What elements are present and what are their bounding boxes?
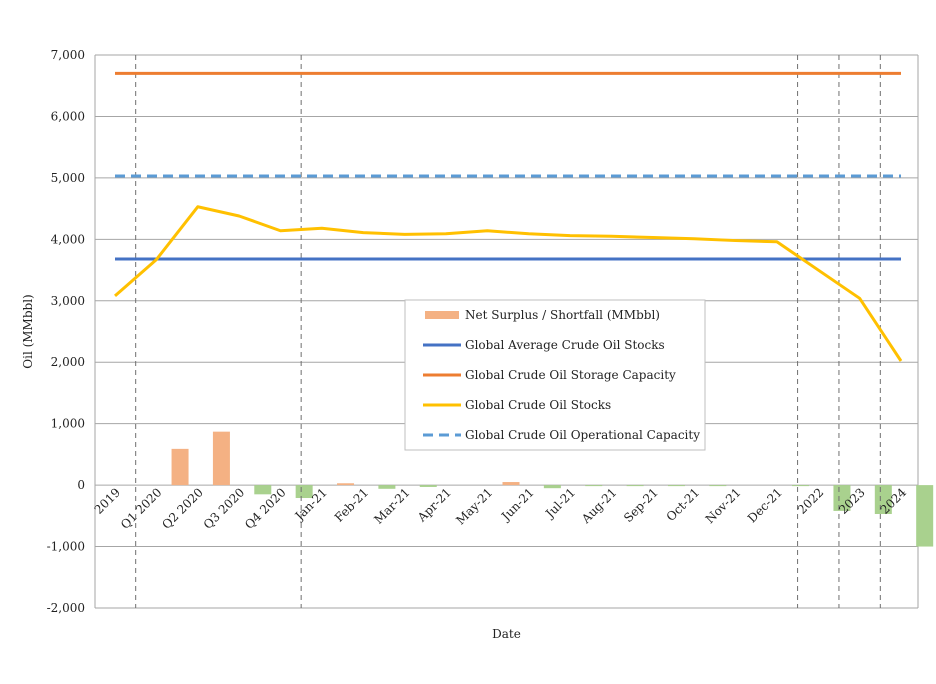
x-tick-label: Q3 2020 [201,485,248,532]
bar [171,448,189,486]
y-tick-label: 5,000 [51,171,85,185]
x-tick-label: Sep-21 [621,485,661,525]
bar [254,485,272,495]
legend-swatch [425,311,459,319]
bar [419,485,437,487]
bar [502,482,520,486]
bar [543,485,561,489]
y-tick-label: -1,000 [47,540,85,554]
x-tick-label: Q2 2020 [159,485,206,532]
bar [337,483,355,486]
y-tick-label: 1,000 [51,417,85,431]
bar [295,485,313,499]
vertical-divider-layer [135,55,881,608]
y-tick-label: 2,000 [51,355,85,369]
x-tick-label: 2022 [795,485,826,516]
y-tick-label: 3,000 [51,294,85,308]
x-tick-label: Aug-21 [578,485,619,526]
bar [585,485,603,487]
legend-label: Global Crude Oil Operational Capacity [465,428,700,442]
legend: Net Surplus / Shortfall (MMbbl) Global Av… [404,299,706,451]
bar [709,485,727,487]
bar [378,485,396,489]
y-tick-label: 4,000 [51,232,85,246]
bar-layer [171,431,934,547]
legend-label: Global Crude Oil Stocks [465,398,611,412]
x-tick-label: Feb-21 [332,485,371,524]
x-tick-label: Jun-21 [497,485,536,524]
x-tick-label: Nov-21 [703,485,744,526]
y-tick-labels: -2,000 -1,000 0 1,000 2,000 3,000 4,000 5,000 6,… [47,48,85,615]
bar [626,485,644,487]
bar [792,485,810,487]
legend-label: Net Surplus / Shortfall (MMbbl) [465,308,660,322]
y-tick-label: 7,000 [51,48,85,62]
x-tick-label: Jul-21 [542,485,579,522]
bar [874,485,892,514]
bar [833,485,851,511]
bar [212,431,230,486]
x-tick-label: Dec-21 [745,485,785,525]
legend-label: Global Crude Oil Storage Capacity [465,368,676,382]
series-line [114,205,903,362]
y-tick-label: 0 [77,478,85,492]
line-layer [114,71,903,362]
y-tick-label: 6,000 [51,109,85,123]
y-tick-label: -2,000 [47,601,85,615]
bar [667,485,685,487]
bar [916,485,934,547]
x-tick-label: Apr-21 [414,485,454,525]
x-tick-label: 2019 [92,485,123,516]
x-axis-title: Date [492,627,521,641]
y-axis-title: Oil (MMbbl) [21,294,35,368]
x-tick-label: Mar-21 [371,485,412,526]
x-tick-label: Oct-21 [664,485,703,524]
x-tick-label: Q1 2020 [118,485,165,532]
legend-label: Global Average Crude Oil Stocks [465,338,665,352]
x-tick-label: May-21 [453,485,495,527]
